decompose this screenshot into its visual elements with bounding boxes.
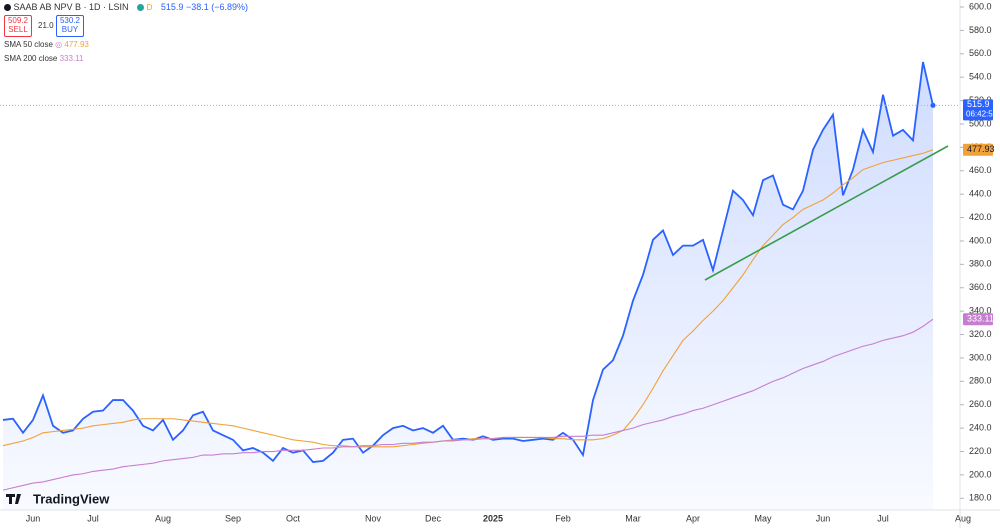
- sell-label: SELL: [8, 25, 28, 34]
- sell-button[interactable]: 509.2 SELL: [4, 15, 32, 37]
- x-tick-label: Jul: [87, 513, 99, 523]
- y-tick-label: 500.0: [969, 118, 992, 128]
- price-change: −38.1 (−6.89%): [185, 2, 248, 12]
- y-tick-label: 560.0: [969, 48, 992, 58]
- y-tick-label: 440.0: [969, 189, 992, 199]
- sma50-legend: SMA 50 close ◎ 477.93: [4, 40, 89, 49]
- y-tick-label: 600.0: [969, 1, 992, 11]
- x-tick-label: 2025: [483, 513, 503, 523]
- y-tick-label: 420.0: [969, 212, 992, 222]
- y-tick-label: 400.0: [969, 235, 992, 245]
- buy-button[interactable]: 530.2 BUY: [56, 15, 84, 37]
- price-tag-value: 515.9: [967, 99, 990, 109]
- price-tag-value: 333.11: [967, 314, 994, 324]
- sma200-legend: SMA 200 close 333.11: [4, 54, 83, 63]
- buy-price: 530.2: [59, 16, 81, 25]
- price-tag: [963, 313, 993, 326]
- x-tick-label: Sep: [225, 513, 241, 523]
- last-price: 515.9: [160, 2, 184, 12]
- buy-label: BUY: [61, 25, 79, 34]
- area: [3, 61, 933, 510]
- y-tick-label: 460.0: [969, 165, 992, 175]
- y-tick-label: 220.0: [969, 446, 992, 456]
- status-dot: [137, 4, 145, 12]
- legend-label: SMA 50 close: [4, 40, 53, 49]
- y-tick-label: 260.0: [969, 399, 992, 409]
- y-tick-label: 340.0: [969, 306, 992, 316]
- x-tick-label: Jun: [26, 513, 41, 523]
- logo: TradingView: [33, 491, 110, 506]
- symbol-title: SAAB AB NPV B · 1D · LSIN: [13, 2, 129, 12]
- x-tick-label: Mar: [625, 513, 641, 523]
- x-tick-label: May: [754, 513, 772, 523]
- legend-label: SMA 200 close: [4, 54, 58, 63]
- y-tick-label: 300.0: [969, 352, 992, 362]
- sell-price: 509.2: [7, 16, 29, 25]
- header: SAAB AB NPV B · 1D · LSIN D 515.9 −38.1 …: [4, 2, 248, 12]
- plot: [0, 61, 960, 510]
- x-tick-label: Jul: [877, 513, 889, 523]
- y-tick-label: 200.0: [969, 469, 992, 479]
- x-tick-label: Jun: [816, 513, 831, 523]
- legend-value: 477.93: [64, 40, 89, 49]
- x-tick-label: Aug: [955, 513, 971, 523]
- y-tick-label: 360.0: [969, 282, 992, 292]
- x-tick-label: Oct: [286, 513, 301, 523]
- price-tag: [963, 143, 993, 156]
- y-tick-label: 240.0: [969, 422, 992, 432]
- x-tick-label: Feb: [555, 513, 571, 523]
- series-line: [2, 149, 934, 448]
- y-tick-label: 180.0: [969, 493, 992, 503]
- last-point: [930, 102, 936, 108]
- y-tick-label: 540.0: [969, 72, 992, 82]
- y-tick-label: 380.0: [969, 259, 992, 269]
- y-tick-label: 320.0: [969, 329, 992, 339]
- legend-value: 333.11: [59, 54, 84, 63]
- price-tag: [963, 99, 993, 121]
- x-tick-label: Nov: [365, 513, 382, 523]
- badge: D: [146, 3, 153, 12]
- x-tick-label: Apr: [686, 513, 700, 523]
- x-tick-label: Dec: [425, 513, 442, 523]
- y-tick-label: 580.0: [969, 25, 992, 35]
- series-line: [2, 318, 934, 491]
- price-tag-countdown: 06:42:51: [966, 110, 998, 119]
- price-tag-value: 477.93: [967, 144, 995, 154]
- logo-icon: [6, 494, 21, 504]
- symbol-icon: [4, 4, 11, 12]
- trendline: [704, 145, 949, 281]
- y-tick-label: 280.0: [969, 376, 992, 386]
- x-tick-label: Aug: [155, 513, 171, 523]
- spread: 21.0: [38, 21, 54, 30]
